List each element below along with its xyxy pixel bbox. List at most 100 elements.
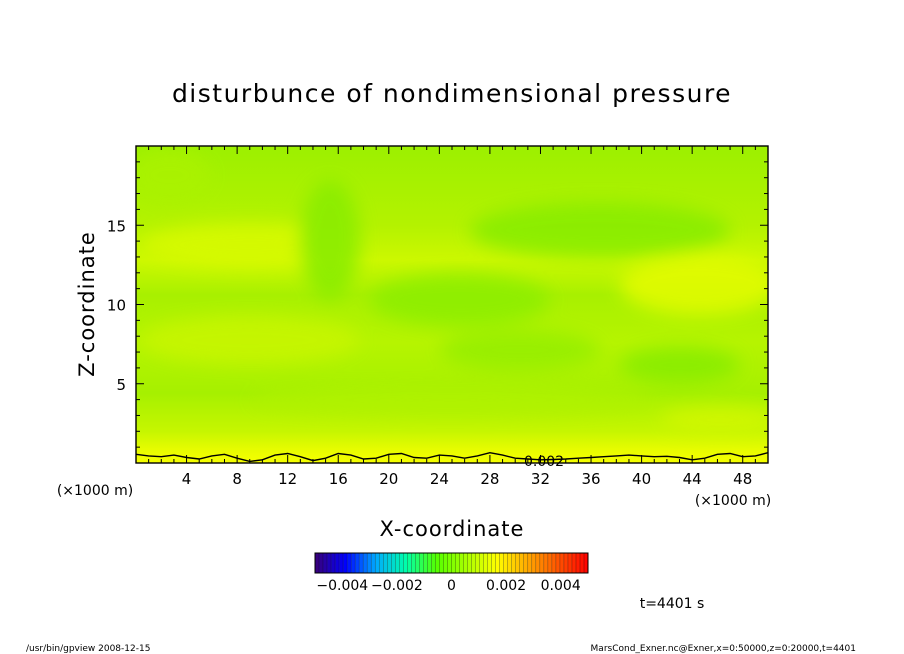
colorbar-cell (319, 553, 324, 573)
x-tick-label: 20 (379, 470, 398, 488)
colorbar-cell (399, 553, 404, 573)
colorbar: −0.004 −0.002 0 0.002 0.004 (314, 552, 589, 594)
colorbar-cell (495, 553, 500, 573)
colorbar-cell (483, 553, 488, 573)
colorbar-cell (471, 553, 476, 573)
x-tick-label: 24 (430, 470, 449, 488)
footer-right: MarsCond_Exner.nc@Exner,x=0:50000,z=0:20… (591, 644, 856, 654)
x-axis: 4 8 12 16 20 24 28 32 36 40 44 48 (148, 146, 756, 488)
heatmap-field (136, 146, 768, 463)
colorbar-cell (403, 553, 408, 573)
y-axis: 5 10 15 (107, 161, 768, 448)
colorbar-cell (343, 553, 348, 573)
colorbar-cell (507, 553, 512, 573)
colorbar-labels: −0.004 −0.002 0 0.002 0.004 (316, 578, 580, 594)
colorbar-cell (335, 553, 340, 573)
colorbar-cell (391, 553, 396, 573)
colorbar-cell (339, 553, 344, 573)
field-blob (370, 274, 550, 326)
field-blob (140, 316, 360, 364)
x-tick-label: 4 (182, 470, 192, 488)
footer-left: /usr/bin/gpview 2008-12-15 (26, 644, 150, 654)
x-tick-label: 28 (480, 470, 499, 488)
colorbar-cell (323, 553, 328, 573)
colorbar-cell (499, 553, 504, 573)
field-blob (620, 255, 768, 315)
y-tick-label: 10 (107, 297, 126, 315)
colorbar-tick-label: 0.002 (486, 578, 526, 594)
colorbar-cell (547, 553, 552, 573)
colorbar-cell (515, 553, 520, 573)
colorbar-cell (419, 553, 424, 573)
colorbar-cell (487, 553, 492, 573)
field-blob (440, 330, 600, 370)
colorbar-cell (463, 553, 468, 573)
x-tick-label: 48 (733, 470, 752, 488)
colorbar-cell (551, 553, 556, 573)
colorbar-cell (535, 553, 540, 573)
field-blob (660, 408, 768, 432)
colorbar-cell (331, 553, 336, 573)
colorbar-tick-label: −0.004 (316, 578, 368, 594)
colorbar-cell (415, 553, 420, 573)
contour-label: 0.002 (524, 454, 564, 470)
colorbar-cell (359, 553, 364, 573)
colorbar-cell (479, 553, 484, 573)
colorbar-cell (527, 553, 532, 573)
colorbar-cell (539, 553, 544, 573)
colorbar-cell (367, 553, 372, 573)
colorbar-cell (371, 553, 376, 573)
colorbar-cell (347, 553, 352, 573)
colorbar-cell (431, 553, 436, 573)
colorbar-cell (567, 553, 572, 573)
colorbar-cell (543, 553, 548, 573)
field-blob (620, 347, 740, 383)
x-tick-label: 36 (581, 470, 600, 488)
x-unit-label-left: (×1000 m) (57, 483, 133, 499)
colorbar-cell (531, 553, 536, 573)
colorbar-cell (575, 553, 580, 573)
colorbar-cell (411, 553, 416, 573)
colorbar-cell (383, 553, 388, 573)
colorbar-cell (387, 553, 392, 573)
colorbar-cell (459, 553, 464, 573)
colorbar-cell (455, 553, 460, 573)
colorbar-cells (314, 553, 588, 573)
x-axis-title: X-coordinate (380, 517, 525, 541)
y-tick-label: 15 (107, 217, 126, 235)
colorbar-cell (395, 553, 400, 573)
colorbar-cell (443, 553, 448, 573)
colorbar-cell (563, 553, 568, 573)
colorbar-cell (363, 553, 368, 573)
field-blob (470, 202, 730, 258)
colorbar-cell (555, 553, 560, 573)
y-tick-label: 5 (116, 376, 126, 394)
colorbar-cell (583, 553, 588, 573)
field-blobs (136, 150, 768, 432)
colorbar-cell (327, 553, 332, 573)
colorbar-cell (523, 553, 528, 573)
colorbar-cell (439, 553, 444, 573)
colorbar-cell (423, 553, 428, 573)
colorbar-cell (435, 553, 440, 573)
field-blob (300, 180, 360, 300)
chart-title: disturbunce of nondimensional pressure (172, 79, 732, 108)
x-unit-label-right: (×1000 m) (695, 493, 771, 509)
time-label: t=4401 s (640, 596, 705, 612)
colorbar-cell (475, 553, 480, 573)
colorbar-cell (315, 553, 320, 573)
colorbar-tick-label: −0.002 (371, 578, 423, 594)
colorbar-cell (519, 553, 524, 573)
colorbar-cell (451, 553, 456, 573)
colorbar-cell (579, 553, 584, 573)
colorbar-cell (467, 553, 472, 573)
colorbar-cell (355, 553, 360, 573)
colorbar-cell (559, 553, 564, 573)
field-blob (136, 150, 210, 200)
colorbar-cell (375, 553, 380, 573)
colorbar-cell (379, 553, 384, 573)
colorbar-cell (351, 553, 356, 573)
contour-line (136, 451, 768, 463)
colorbar-tick-label: 0 (447, 578, 456, 594)
